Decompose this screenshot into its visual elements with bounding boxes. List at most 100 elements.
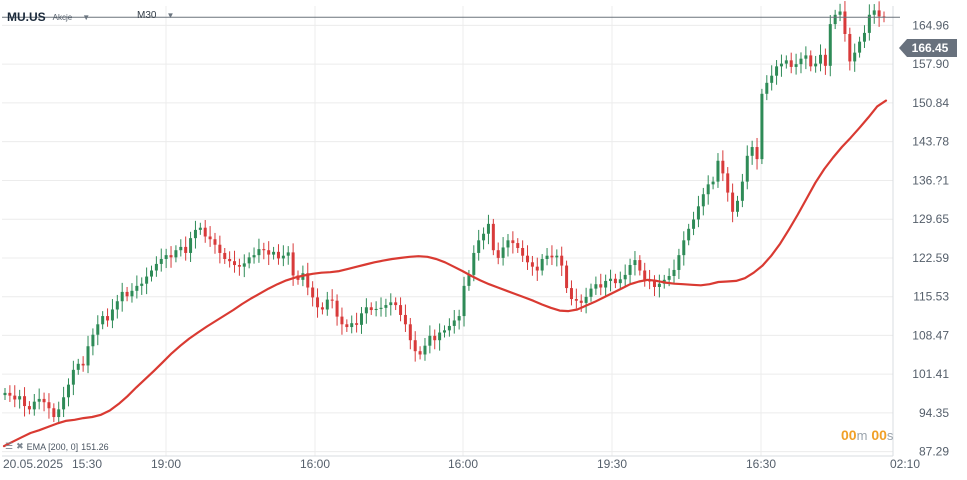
candle-body: [804, 55, 808, 59]
candle-body: [516, 243, 520, 249]
candle-body: [399, 305, 403, 315]
candle-body: [198, 227, 202, 230]
candle-body: [52, 408, 56, 418]
candle-body: [42, 398, 46, 403]
candle-body: [154, 263, 158, 271]
candle-body: [447, 325, 451, 331]
candle-body: [770, 75, 774, 83]
candle-body: [140, 283, 144, 286]
candle-body: [223, 252, 227, 259]
symbol-name: MU.US: [7, 10, 46, 24]
candle-body: [389, 302, 393, 306]
x-tick-label: 16:00: [448, 457, 478, 471]
x-tick-label: 19:00: [151, 457, 181, 471]
candle-body: [828, 24, 832, 66]
candle-body: [814, 63, 818, 67]
close-icon[interactable]: ✖: [16, 441, 24, 451]
candle-body: [438, 332, 442, 341]
timeframe-label: M30: [137, 10, 157, 21]
candle-body: [779, 63, 783, 67]
x-tick-label: 20.05.2025: [3, 457, 63, 471]
candle-body: [682, 240, 686, 256]
candle-body: [833, 14, 837, 25]
candle-body: [369, 307, 373, 311]
candle-body: [242, 263, 246, 267]
current-price-tag: 166.45: [899, 39, 957, 57]
candle-body: [110, 309, 114, 321]
candle-body: [452, 320, 456, 326]
candle-body: [565, 265, 569, 289]
candle-body: [286, 252, 290, 256]
candle-body: [37, 398, 41, 402]
candle-body: [320, 307, 324, 310]
chevron-down-icon[interactable]: ▼: [82, 12, 91, 22]
candle-body: [262, 249, 266, 251]
candle-body: [433, 335, 437, 341]
candle-body: [32, 401, 36, 410]
candle-body: [765, 82, 769, 94]
candle-body: [628, 265, 632, 275]
candle-body: [184, 246, 188, 253]
candle-body: [462, 285, 466, 317]
candle-body: [750, 147, 754, 156]
candle-body: [81, 363, 85, 366]
ema-value: 151.26: [81, 441, 109, 452]
countdown-minutes-unit: m: [856, 428, 868, 443]
timeframe-selector[interactable]: M30 ▼: [137, 10, 174, 21]
y-tick-label: 101.41: [912, 367, 949, 381]
candle-body: [477, 240, 481, 253]
candle-body: [428, 335, 432, 346]
chevron-down-icon[interactable]: ▼: [166, 11, 175, 20]
candle-body: [91, 334, 95, 347]
candle-body: [809, 55, 813, 67]
candle-body: [594, 284, 598, 289]
y-tick-label: 122.59: [912, 251, 949, 265]
candle-body: [384, 305, 388, 308]
candle-body: [130, 290, 134, 297]
candle-body: [823, 54, 827, 66]
candle-body: [281, 255, 285, 259]
candle-body: [27, 406, 31, 410]
y-tick-label: 136.?1: [912, 173, 949, 187]
y-tick-label: 129.65: [912, 212, 949, 226]
candle-countdown: 00m 00s: [841, 427, 893, 443]
candle-body: [345, 324, 349, 328]
candle-body: [71, 369, 75, 385]
candle-body: [57, 409, 61, 418]
candle-body: [374, 308, 378, 311]
candle-body: [521, 248, 525, 256]
candle-body: [716, 160, 720, 182]
candle-body: [550, 255, 554, 258]
candle-body: [560, 255, 564, 266]
candle-body: [604, 280, 608, 288]
candle-body: [760, 93, 764, 160]
candle-body: [584, 296, 588, 303]
candle-body: [652, 281, 656, 287]
x-tick-label: 19:30: [597, 457, 627, 471]
candle-body: [340, 316, 344, 325]
candle-body: [237, 265, 241, 267]
candle-body: [325, 299, 329, 310]
candle-body: [23, 396, 27, 407]
candle-body: [208, 236, 212, 240]
countdown-minutes: 00: [841, 427, 857, 443]
candle-body: [272, 251, 276, 255]
candle-body: [799, 58, 803, 65]
candle-body: [257, 249, 261, 256]
candle-body: [76, 363, 80, 370]
ema-indicator-legend[interactable]: ☰ ✖ EMA [200, 0] 151.26: [5, 441, 109, 452]
y-tick-label: 94.35: [919, 406, 949, 420]
candle-body: [443, 330, 446, 333]
y-tick-label: 143.78: [912, 135, 949, 149]
symbol-selector[interactable]: MU.US Akcje ▼: [7, 10, 90, 24]
asset-type-label: Akcje: [52, 12, 73, 22]
candle-body: [106, 316, 110, 321]
candle-body: [599, 284, 603, 288]
visibility-toggle-icon[interactable]: ☰: [5, 441, 14, 451]
candle-body: [13, 395, 17, 400]
candle-body: [540, 258, 544, 271]
candle-body: [511, 240, 515, 244]
candle-body: [862, 32, 866, 42]
candle-body: [125, 291, 129, 297]
